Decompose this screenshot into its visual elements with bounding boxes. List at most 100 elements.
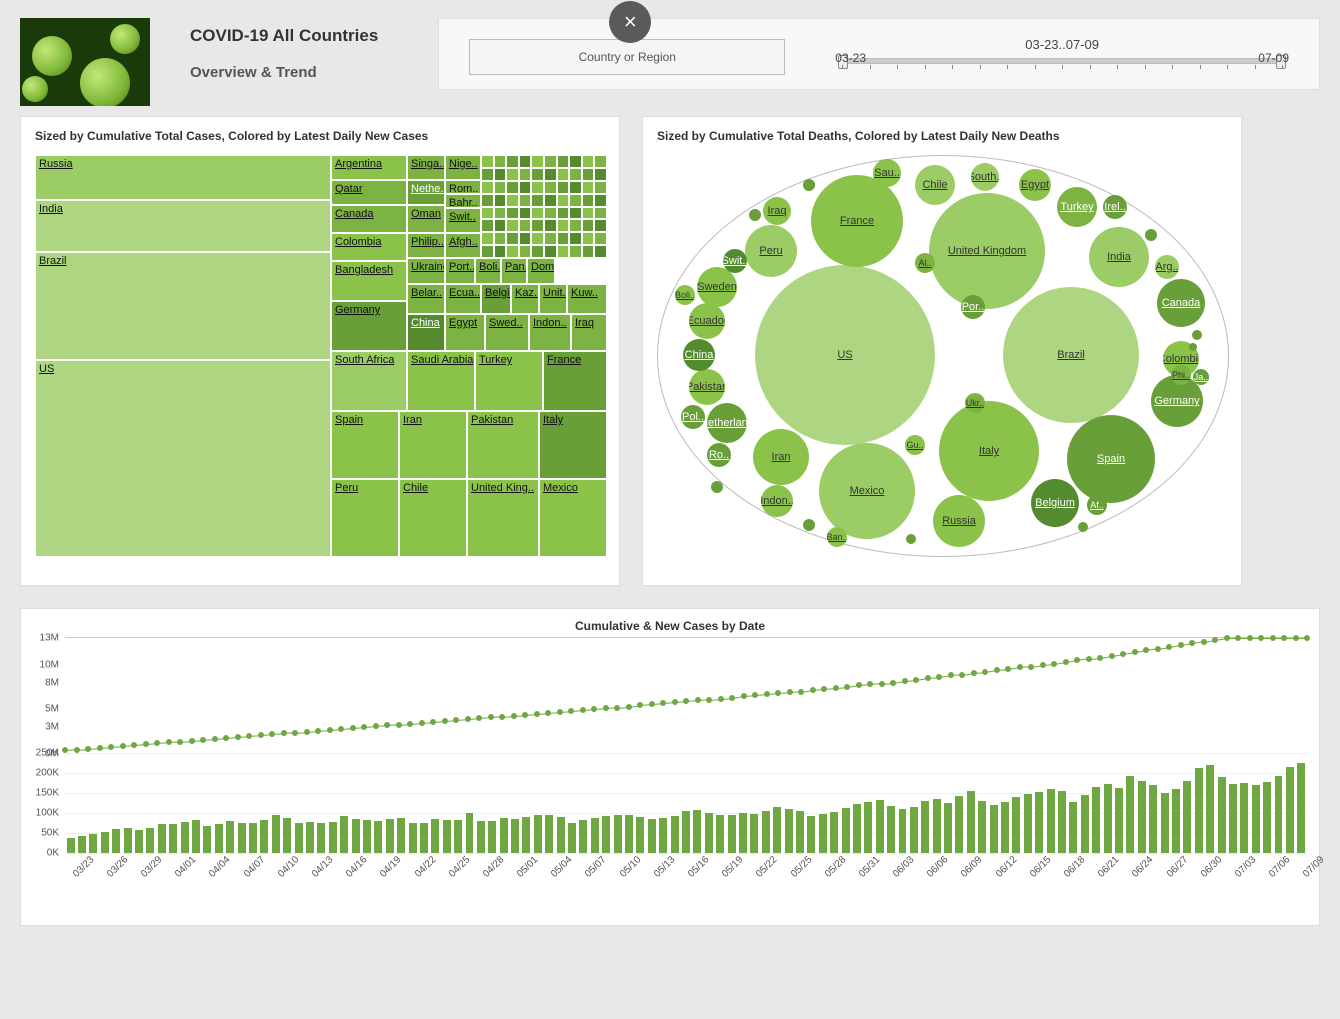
bar[interactable] — [260, 820, 268, 853]
bar[interactable] — [693, 810, 701, 853]
treemap-cell-small[interactable] — [481, 245, 494, 258]
bar[interactable] — [750, 814, 758, 853]
treemap-cell-small[interactable] — [531, 207, 544, 220]
treemap-cell-small[interactable] — [531, 168, 544, 181]
treemap-cell-small[interactable] — [506, 168, 519, 181]
bar[interactable] — [1218, 777, 1226, 853]
bar[interactable] — [249, 823, 257, 853]
treemap-cell-small[interactable] — [544, 155, 557, 168]
bubble[interactable] — [803, 179, 815, 191]
treemap-cell[interactable]: Nige.. — [445, 155, 481, 180]
treemap-cell-small[interactable] — [569, 181, 582, 194]
treemap-cell-small[interactable] — [544, 219, 557, 232]
bar[interactable] — [899, 809, 907, 853]
bar[interactable] — [522, 817, 530, 853]
bar[interactable] — [397, 818, 405, 853]
bar[interactable] — [215, 824, 223, 853]
treemap-cell[interactable]: Italy — [539, 411, 607, 479]
bar[interactable] — [659, 818, 667, 853]
treemap-cell-small[interactable] — [494, 155, 507, 168]
bar[interactable] — [625, 815, 633, 853]
bar[interactable] — [853, 804, 861, 853]
bar[interactable] — [910, 807, 918, 853]
bar[interactable] — [807, 816, 815, 853]
bubble[interactable]: Egypt — [1019, 169, 1051, 201]
bar[interactable] — [67, 838, 75, 853]
treemap-chart[interactable]: RussiaIndiaBrazilUSArgentinaQatarCanadaC… — [35, 155, 605, 557]
bar[interactable] — [773, 807, 781, 853]
bubble[interactable]: Gu.. — [905, 435, 925, 455]
treemap-cell[interactable]: Swed.. — [485, 314, 529, 351]
bar[interactable] — [762, 811, 770, 853]
treemap-cell[interactable]: Colombia — [331, 233, 407, 261]
treemap-cell-small[interactable] — [569, 232, 582, 245]
bubble[interactable]: Por.. — [961, 295, 985, 319]
treemap-cell-small[interactable] — [544, 245, 557, 258]
treemap-cell-small[interactable] — [531, 194, 544, 207]
bar[interactable] — [1275, 776, 1283, 853]
treemap-cell-small[interactable] — [519, 232, 532, 245]
treemap-cell-small[interactable] — [519, 168, 532, 181]
treemap-cell-small[interactable] — [582, 155, 595, 168]
bar[interactable] — [1126, 776, 1134, 853]
treemap-cell-small[interactable] — [506, 245, 519, 258]
new-cases-bar-chart[interactable]: 0K50K100K150K200K250K — [65, 753, 1307, 853]
bar[interactable] — [374, 821, 382, 853]
bubble[interactable]: Indon.. — [761, 485, 793, 517]
treemap-cell-small[interactable] — [531, 181, 544, 194]
bar[interactable] — [1138, 781, 1146, 853]
bubble[interactable]: Iraq — [763, 197, 791, 225]
treemap-cell[interactable]: Peru — [331, 479, 399, 557]
bar[interactable] — [500, 818, 508, 853]
bubble[interactable]: Boli.. — [675, 285, 695, 305]
bubble[interactable]: Ja.. — [1193, 369, 1209, 385]
treemap-cell-small[interactable] — [569, 207, 582, 220]
bar[interactable] — [1058, 791, 1066, 853]
bar[interactable] — [431, 819, 439, 853]
bar[interactable] — [819, 814, 827, 853]
bubble[interactable]: Ecuador — [689, 303, 725, 339]
treemap-cell[interactable]: Saudi Arabia — [407, 351, 475, 411]
bubble[interactable]: Russia — [933, 495, 985, 547]
treemap-cell[interactable]: Ecua.. — [445, 284, 481, 314]
bar[interactable] — [591, 818, 599, 853]
treemap-cell-small[interactable] — [519, 155, 532, 168]
bar[interactable] — [112, 829, 120, 853]
bubble[interactable]: Sweden — [697, 267, 737, 307]
treemap-cell-small[interactable] — [569, 245, 582, 258]
treemap-cell[interactable]: Canada — [331, 205, 407, 233]
bubble-chart[interactable]: USBrazilUnited KingdomItalyMexicoFranceS… — [657, 155, 1227, 557]
bar[interactable] — [169, 824, 177, 853]
treemap-cell[interactable]: Turkey — [475, 351, 543, 411]
treemap-cell[interactable]: Bangladesh — [331, 261, 407, 301]
treemap-cell[interactable]: Port.. — [445, 258, 475, 284]
bubble[interactable]: Netherlan.. — [707, 403, 747, 443]
bar[interactable] — [466, 813, 474, 853]
bar[interactable] — [101, 832, 109, 853]
treemap-cell-small[interactable] — [594, 181, 607, 194]
slider-track[interactable] — [841, 58, 1283, 64]
bar[interactable] — [705, 813, 713, 853]
bar[interactable] — [454, 820, 462, 853]
treemap-cell-small[interactable] — [557, 181, 570, 194]
bar[interactable] — [352, 819, 360, 853]
treemap-cell[interactable]: Afgh.. — [445, 233, 481, 258]
treemap-cell[interactable]: Boli.. — [475, 258, 501, 284]
treemap-cell[interactable]: Qatar — [331, 180, 407, 205]
treemap-cell-small[interactable] — [519, 181, 532, 194]
bar[interactable] — [842, 808, 850, 853]
bubble[interactable]: Swit.. — [723, 249, 747, 273]
treemap-cell-small[interactable] — [506, 181, 519, 194]
bar[interactable] — [955, 796, 963, 853]
treemap-cell-small[interactable] — [582, 207, 595, 220]
treemap-cell-small[interactable] — [506, 219, 519, 232]
bubble[interactable]: Al.. — [915, 253, 935, 273]
treemap-cell[interactable]: Germany — [331, 301, 407, 351]
treemap-cell-small[interactable] — [494, 207, 507, 220]
treemap-cell-small[interactable] — [582, 181, 595, 194]
treemap-cell-small[interactable] — [594, 219, 607, 232]
treemap-cell[interactable]: Unit.. — [539, 284, 567, 314]
treemap-cell[interactable]: Dom.. — [527, 258, 555, 284]
treemap-cell-small[interactable] — [481, 181, 494, 194]
bar[interactable] — [602, 816, 610, 853]
